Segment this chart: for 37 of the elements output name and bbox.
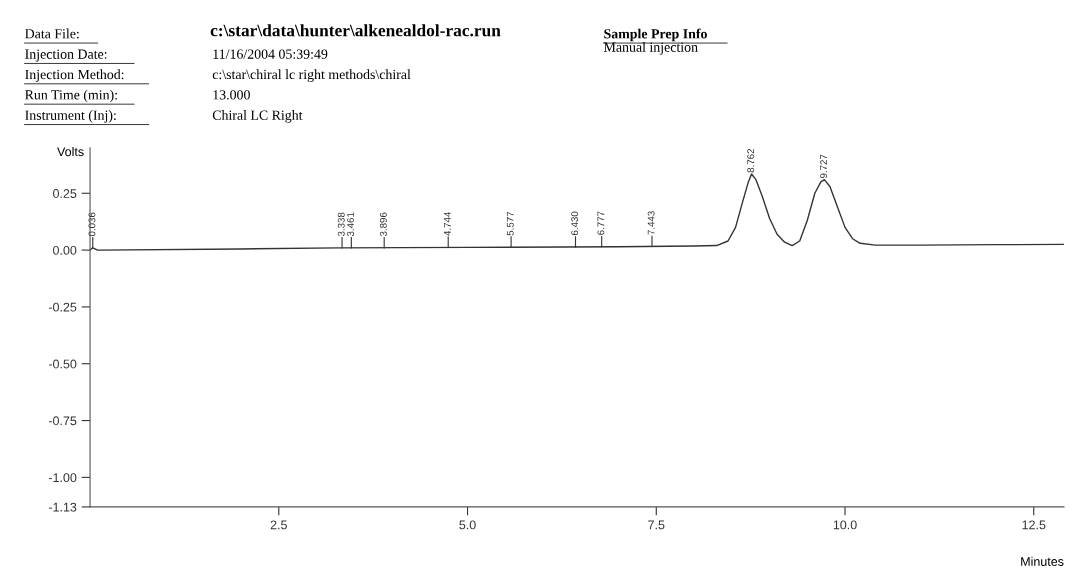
y-axis-title: Volts [57,146,84,157]
x-tick-label: 10.0 [833,520,857,530]
text: Manual injection [603,42,698,55]
text: c:\star\chiral lc right methods\chiral [212,69,411,82]
annotation: 7.443 [647,211,655,235]
x-tick-label: 7.5 [648,520,665,530]
text: Run Time (min): [25,89,117,103]
y-tick-label: -0.50 [48,359,77,369]
text: 13.000 [213,90,250,100]
text: Injection Method: [25,69,124,82]
x-tick-label: 12.5 [1022,520,1046,530]
text: 11/16/2004 05:39:49 [213,49,328,59]
y-tick-label: -1.13 [48,502,77,512]
chart-title: c:\star\data\hunter\alkenealdol-rac.run [210,24,501,37]
annotation: 6.430 [571,211,579,236]
text: Data File: [25,28,79,39]
text: Chiral LC Right [212,110,303,123]
annotation: 4.744 [444,211,451,236]
y-tick-label: -1.00 [48,473,77,483]
y-tick-label: 0.00 [53,245,77,255]
y-tick-label: 0.25 [53,189,77,198]
annotation: 3.896 [379,212,387,237]
annotation: 0.036 [88,212,96,237]
x-tick-label: 5.0 [459,520,476,530]
y-tick-label: -0.25 [48,302,77,312]
text: Instrument (Inj): [25,110,116,123]
annotation: 3.461 [347,212,354,237]
text: Injection Date: [25,49,107,62]
x-axis-title: Minutes [1021,556,1064,566]
annotation: 5.577 [506,211,514,236]
text: Sample Prep Info [604,28,707,42]
annotation: 8.762 [747,148,755,173]
y-tick-label: -0.75 [48,416,77,426]
annotation: 9.727 [820,154,828,179]
x-tick-label: 2.5 [270,520,287,530]
annotation: 6.777 [597,211,605,235]
annotation: 3.338 [337,212,345,237]
